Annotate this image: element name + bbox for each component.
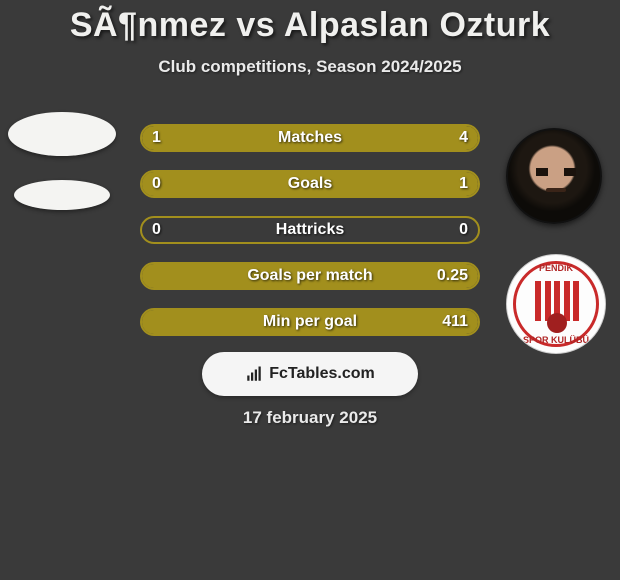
left-avatars	[6, 112, 118, 210]
right-avatars: PENDiK SPOR KULÜBÜ	[500, 128, 612, 354]
player-avatar	[506, 128, 602, 224]
stat-fill-right	[209, 126, 478, 150]
stat-value-right: 0.25	[437, 267, 468, 285]
placeholder-avatar	[8, 112, 116, 156]
branding-pill: FcTables.com	[202, 352, 418, 396]
stat-row: 0 Hattricks 0	[140, 216, 480, 244]
stat-row: 1 Matches 4	[140, 124, 480, 152]
stats-container: 1 Matches 4 0 Goals 1 0 Hattricks 0 Goals per mat…	[140, 124, 480, 354]
stat-value-left: 0	[152, 221, 161, 239]
page-title: SÃ¶nmez vs Alpaslan Ozturk	[0, 0, 620, 45]
stat-row: Min per goal 411	[140, 308, 480, 336]
subtitle: Club competitions, Season 2024/2025	[0, 57, 620, 77]
stat-label: Goals per match	[247, 267, 372, 285]
stat-value-left: 1	[152, 129, 161, 147]
stat-value-right: 411	[442, 313, 468, 331]
stat-row: 0 Goals 1	[140, 170, 480, 198]
stat-row: Goals per match 0.25	[140, 262, 480, 290]
stat-value-right: 4	[459, 129, 468, 147]
stat-label: Min per goal	[263, 313, 357, 331]
crest-text-bottom: SPOR KULÜBÜ	[507, 335, 605, 345]
club-crest: PENDiK SPOR KULÜBÜ	[506, 254, 606, 354]
stat-label: Hattricks	[276, 221, 344, 239]
brand-text: FcTables.com	[269, 365, 375, 383]
crest-text-top: PENDiK	[507, 263, 605, 273]
placeholder-avatar	[14, 180, 110, 210]
stat-value-right: 0	[459, 221, 468, 239]
stat-label: Matches	[278, 129, 342, 147]
stat-value-right: 1	[459, 175, 468, 193]
date-text: 17 february 2025	[243, 408, 377, 428]
chart-icon	[245, 365, 263, 383]
stat-value-left: 0	[152, 175, 161, 193]
stat-label: Goals	[288, 175, 332, 193]
